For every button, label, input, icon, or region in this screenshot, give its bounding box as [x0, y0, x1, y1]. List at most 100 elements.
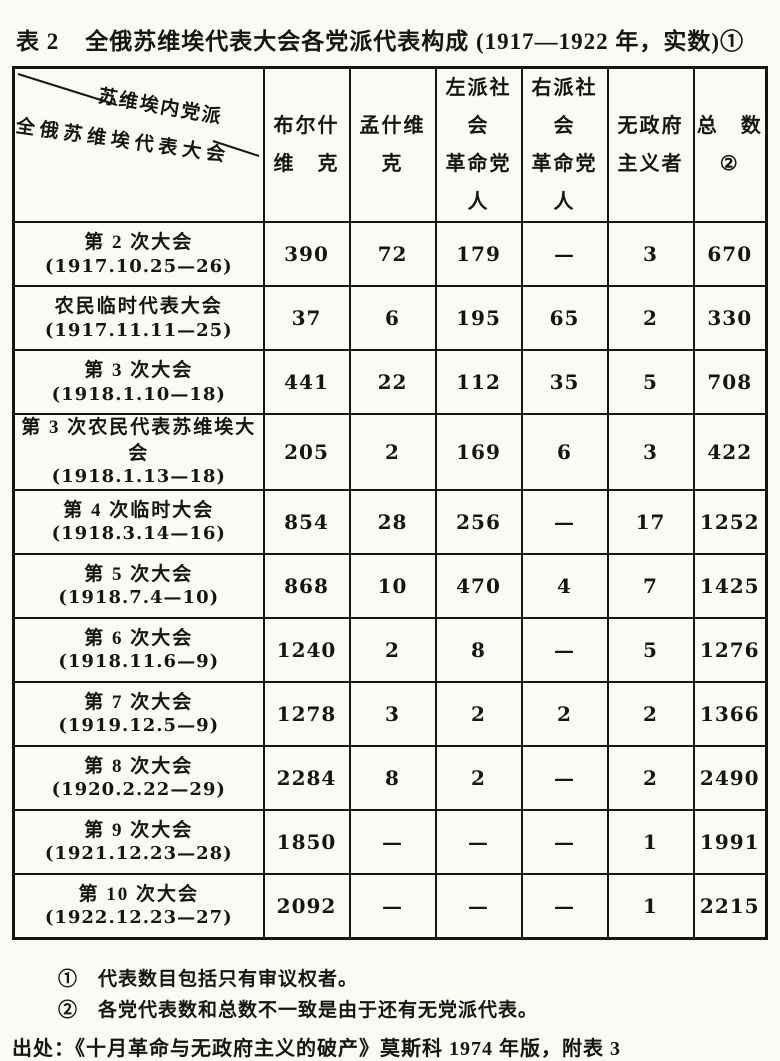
value-cell: 2: [434, 744, 523, 811]
value-cell: 7: [606, 552, 695, 619]
value-cell: 2: [348, 413, 437, 491]
value-cell: 256: [434, 488, 523, 555]
congress-name: 第 9 次大会: [84, 819, 194, 841]
table-row: 第 7 次大会 (1919.12.5—9) 1278 3 2 2 2 1366: [12, 680, 768, 747]
value-cell: 2284: [262, 744, 351, 811]
value-cell: —: [520, 221, 609, 287]
col-header-line: 维 克: [273, 153, 340, 175]
col-header-right-sr: 右派社会 革命党人: [520, 66, 609, 223]
congress-name-cell: 第 2 次大会 (1917.10.25—26): [12, 221, 265, 287]
source-line: 出处：《十月革命与无政府主义的破产》莫斯科 1974 年版，附表 3: [12, 1038, 621, 1061]
value-cell: 1: [606, 808, 695, 875]
value-cell: 1252: [692, 488, 768, 555]
table-row: 第 2 次大会 (1917.10.25—26) 390 72 179 — 3 67…: [12, 221, 768, 287]
value-cell: 2: [606, 744, 695, 811]
table-row: 第 10 次大会 (1922.12.23—27) 2092 — — — 1 221…: [12, 872, 768, 940]
value-cell: 72: [348, 221, 437, 287]
value-cell: —: [348, 872, 437, 940]
value-cell: 5: [606, 616, 695, 683]
col-header-line: 左派社会: [445, 77, 512, 137]
value-cell: —: [520, 488, 609, 555]
value-cell: 205: [262, 413, 351, 491]
value-cell: 22: [348, 349, 437, 415]
value-cell: 8: [434, 616, 523, 683]
congress-date: (1917.10.25—26): [44, 255, 233, 277]
value-cell: 17: [606, 488, 695, 555]
value-cell: 2: [520, 680, 609, 747]
col-header-line: 主义者: [617, 153, 684, 175]
congress-date: (1918.3.14—16): [51, 523, 226, 545]
value-cell: 179: [434, 221, 523, 287]
value-cell: 2: [606, 680, 695, 747]
col-header-total: 总 数 ②: [692, 66, 768, 223]
value-cell: 708: [692, 349, 768, 415]
table-title: 表 2 全俄苏维埃代表大会各党派代表构成 (1917—1922 年，实数)①: [10, 18, 772, 66]
value-cell: 4: [520, 552, 609, 619]
value-cell: 2092: [262, 872, 351, 940]
value-cell: 2: [606, 285, 695, 351]
value-cell: 65: [520, 285, 609, 351]
value-cell: —: [520, 744, 609, 811]
corner-diagonal-line: [17, 73, 260, 157]
footnote-1: ① 代表数目包括只有审议权者。: [58, 968, 359, 990]
value-cell: —: [348, 808, 437, 875]
value-cell: 6: [520, 413, 609, 491]
congress-name-cell: 第 3 次农民代表苏维埃大会 (1918.1.13—18): [12, 413, 265, 491]
congress-name-cell: 第 3 次大会 (1918.1.10—18): [12, 349, 265, 415]
value-cell: —: [520, 808, 609, 875]
value-cell: 195: [434, 285, 523, 351]
congress-date: (1921.12.23—28): [44, 843, 233, 865]
value-cell: 3: [606, 221, 695, 287]
table-row: 第 3 次农民代表苏维埃大会 (1918.1.13—18) 205 2 169 6…: [12, 413, 768, 491]
table-row: 第 4 次临时大会 (1918.3.14—16) 854 28 256 — 17 …: [12, 488, 768, 555]
value-cell: 2215: [692, 872, 768, 940]
congress-name: 第 4 次临时大会: [63, 499, 215, 521]
value-cell: 1: [606, 872, 695, 940]
table-title-text: 全俄苏维埃代表大会各党派代表构成 (1917—1922 年，实数)①: [85, 29, 745, 54]
congress-name-cell: 第 6 次大会 (1918.11.6—9): [12, 616, 265, 683]
value-cell: —: [520, 616, 609, 683]
value-cell: 1366: [692, 680, 768, 747]
value-cell: 37: [262, 285, 351, 351]
col-header-line: 革命党人: [531, 153, 598, 213]
value-cell: 330: [692, 285, 768, 351]
value-cell: 10: [348, 552, 437, 619]
congress-name-cell: 第 7 次大会 (1919.12.5—9): [12, 680, 265, 747]
congress-date: (1922.12.23—27): [44, 907, 233, 929]
congress-name: 第 5 次大会: [84, 563, 194, 585]
col-header-line: 无政府: [617, 115, 684, 137]
value-cell: 35: [520, 349, 609, 415]
congress-name: 第 8 次大会: [84, 755, 194, 777]
congress-date: (1918.1.10—18): [51, 383, 226, 405]
table-row: 第 8 次大会 (1920.2.22—29) 2284 8 2 — 2 2490: [12, 744, 768, 811]
value-cell: 28: [348, 488, 437, 555]
table-row: 第 9 次大会 (1921.12.23—28) 1850 — — — 1 1991: [12, 808, 768, 875]
value-cell: 6: [348, 285, 437, 351]
table-header: 苏维埃内党派 全俄苏维埃代表大会 布尔什维 克 孟什维克 左派社会 革命党人 右派…: [12, 66, 768, 223]
col-header-line: ②: [719, 153, 740, 175]
footnote-2: ② 各党代表数和总数不一致是由于还有无党派代表。: [58, 1000, 539, 1022]
value-cell: 2: [434, 680, 523, 747]
congress-name: 第 2 次大会: [84, 231, 194, 253]
congress-date: (1918.7.4—10): [58, 587, 220, 609]
congress-name: 第 10 次大会: [78, 883, 199, 905]
congress-name-cell: 第 5 次大会 (1918.7.4—10): [12, 552, 265, 619]
value-cell: 1276: [692, 616, 768, 683]
col-header-line: 总 数: [696, 115, 763, 137]
congress-date: (1918.1.13—18): [51, 466, 226, 488]
col-header-line: 右派社会: [531, 77, 598, 137]
congress-name: 第 3 次大会: [84, 359, 194, 381]
value-cell: 5: [606, 349, 695, 415]
congress-name-cell: 第 8 次大会 (1920.2.22—29): [12, 744, 265, 811]
value-cell: 1240: [262, 616, 351, 683]
table-row: 第 3 次大会 (1918.1.10—18) 441 22 112 35 5 70…: [12, 349, 768, 415]
col-header-anarchist: 无政府 主义者: [606, 66, 695, 223]
table-row: 第 5 次大会 (1918.7.4—10) 868 10 470 4 7 1425: [12, 552, 768, 619]
value-cell: 1850: [262, 808, 351, 875]
table-number-label: 表 2: [16, 29, 60, 54]
value-cell: —: [434, 808, 523, 875]
table-row: 农民临时代表大会 (1917.11.11—25) 37 6 195 65 2 33…: [12, 285, 768, 351]
col-header-line: 孟什维克: [359, 115, 426, 175]
col-header-left-sr: 左派社会 革命党人: [434, 66, 523, 223]
congress-name: 第 3 次农民代表苏维埃大会: [21, 417, 257, 464]
